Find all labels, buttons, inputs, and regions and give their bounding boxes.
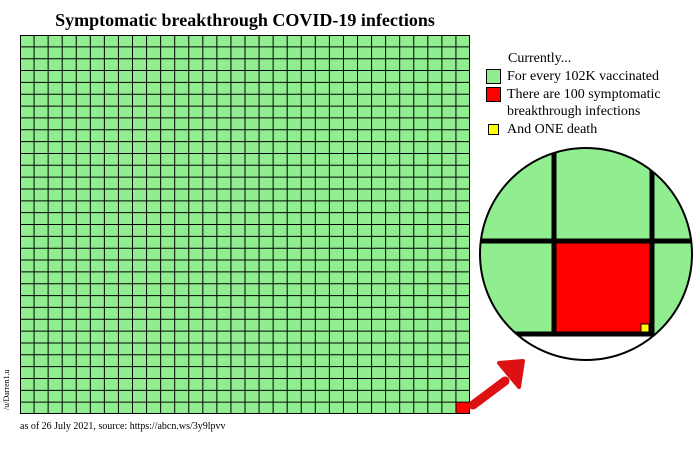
chart-title: Symptomatic breakthrough COVID-19 infect… xyxy=(55,10,435,30)
legend-swatch-infections xyxy=(486,87,501,102)
zoom-death-cell xyxy=(640,323,650,333)
legend-item-infections: There are 100 symptomatic breakthrough i… xyxy=(486,86,696,120)
legend-swatch-vaccinated xyxy=(486,69,501,84)
legend: Currently... For every 102K vaccinated T… xyxy=(486,50,696,139)
legend-swatch-death xyxy=(488,124,499,135)
arrow-icon xyxy=(468,359,525,410)
legend-label-death: And ONE death xyxy=(507,122,598,137)
legend-item-death: And ONE death xyxy=(486,121,696,138)
legend-heading: Currently... xyxy=(508,51,572,66)
waffle-grid-svg xyxy=(20,35,470,414)
zoom-magnifier xyxy=(479,147,693,361)
infection-cell xyxy=(455,402,470,414)
legend-item-vaccinated: For every 102K vaccinated xyxy=(486,68,696,85)
arrow-shaft xyxy=(468,376,510,410)
legend-label-vaccinated: For every 102K vaccinated xyxy=(507,69,659,84)
source-note: as of 26 July 2021, source: https://abcn… xyxy=(20,421,226,432)
author-credit: /u/Darren1.u xyxy=(2,369,11,410)
legend-label-infections: There are 100 symptomatic breakthrough i… xyxy=(507,87,661,119)
arrow-head xyxy=(497,359,525,389)
waffle-grid xyxy=(20,35,470,414)
zoom-infection-cell xyxy=(556,242,652,334)
zoom-ring xyxy=(479,147,693,361)
